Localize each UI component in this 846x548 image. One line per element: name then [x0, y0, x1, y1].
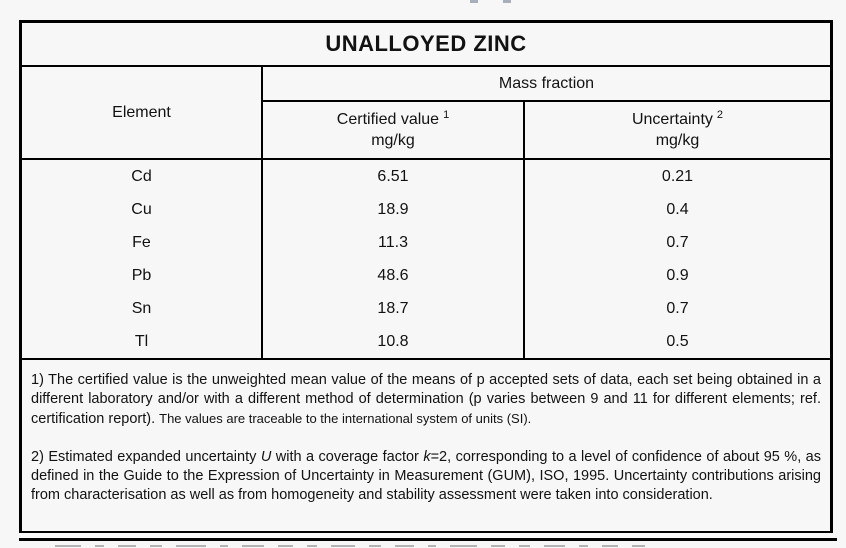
uncertainty-unit: mg/kg [655, 132, 700, 149]
element-cell: Tl [134, 332, 149, 350]
footnote-2-symbol-U: U [260, 449, 272, 465]
certified-value-cell: 11.3 [261, 226, 523, 259]
uncertainty-cell: 0.9 [523, 259, 830, 292]
footnote-ref-2: 2 [716, 108, 724, 121]
column-header-certified-value: Certified value 1 mg/kg [261, 102, 523, 158]
certified-value-cell: 6.51 [261, 160, 523, 193]
table-row: Fe 11.3 0.7 [22, 226, 830, 259]
certified-value-label: Certified value [336, 111, 440, 128]
uncertainty-cell: 0.5 [523, 325, 830, 358]
uncertainty-header-line: Uncertainty 2 [632, 109, 723, 130]
footnote-2: 2) Estimated expanded uncertainty U with… [31, 448, 821, 505]
column-header-uncertainty: Uncertainty 2 mg/kg [523, 102, 830, 158]
uncertainty-cell: 0.21 [523, 160, 830, 193]
column-header-element: Element [112, 103, 171, 121]
footnote-1-traceability: The values are traceable to the internat… [159, 411, 532, 426]
element-cell: Cd [131, 167, 152, 185]
uncertainty-cell: 0.4 [523, 193, 830, 226]
certificate-table: UNALLOYED ZINC Element Mass fraction Cer… [19, 20, 833, 533]
column-group-header-mass-fraction: Mass fraction [261, 67, 830, 102]
cropped-text-artifact [470, 0, 478, 3]
table-title: UNALLOYED ZINC [22, 23, 830, 67]
certified-value-unit: mg/kg [371, 132, 415, 149]
certified-value-cell: 18.7 [261, 292, 523, 325]
certified-value-cell: 18.9 [261, 193, 523, 226]
footnote-1-text: 1) The certified value is the unweighted… [31, 372, 821, 427]
uncertainty-cell: 0.7 [523, 292, 830, 325]
table-body: Cd 6.51 0.21 Cu 18.9 0.4 Fe 11.3 0.7 Pb … [22, 160, 830, 360]
table-row: Cu 18.9 0.4 [22, 193, 830, 226]
uncertainty-cell: 0.7 [523, 226, 830, 259]
certified-value-header-line: Certified value 1 [337, 109, 449, 130]
uncertainty-label: Uncertainty [631, 111, 713, 128]
cropped-text-artifact [55, 545, 815, 548]
footnote-2-symbol-k: k [423, 449, 431, 465]
element-cell: Fe [132, 233, 151, 251]
element-cell: Cu [131, 200, 152, 218]
certified-value-cell: 10.8 [261, 325, 523, 358]
certified-value-cell: 48.6 [261, 259, 523, 292]
element-cell: Sn [131, 299, 152, 317]
table-header: Element Mass fraction Certified value 1 m… [22, 67, 830, 160]
footnote-2-text-c: =2, corresponding to a level of confiden… [31, 449, 821, 503]
element-cell: Pb [131, 266, 152, 284]
footnote-2-text-b: with a coverage factor [271, 449, 424, 465]
table-row: Sn 18.7 0.7 [22, 292, 830, 325]
cropped-text-artifact [503, 0, 511, 3]
footnote-ref-1: 1 [443, 108, 450, 121]
table-row: Pb 48.6 0.9 [22, 259, 830, 292]
table-row: Tl 10.8 0.5 [22, 325, 830, 358]
table-row: Cd 6.51 0.21 [22, 160, 830, 193]
bottom-rule [19, 538, 837, 541]
footnote-2-text-a: 2) Estimated expanded uncertainty [31, 449, 261, 465]
footnote-1: 1) The certified value is the unweighted… [31, 371, 821, 429]
footnotes-section: 1) The certified value is the unweighted… [22, 360, 830, 531]
